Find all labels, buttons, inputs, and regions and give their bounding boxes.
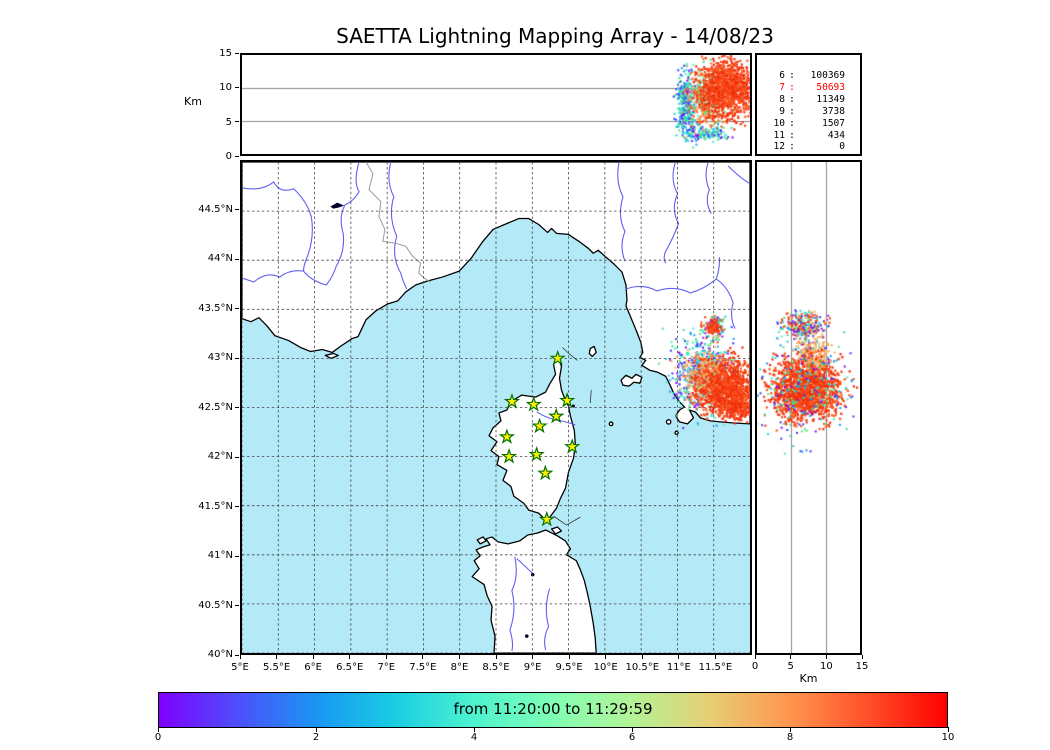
figure-title: SAETTA Lightning Mapping Array - 14/08/2… xyxy=(336,24,774,48)
lon-tick-mark xyxy=(568,655,570,659)
colorbar-tick-mark xyxy=(473,727,475,732)
colorbar-tick-label: 6 xyxy=(628,732,636,743)
map-panel xyxy=(240,160,752,655)
altitude-latitude-panel xyxy=(755,160,862,655)
lon-tick-label: 6°E xyxy=(304,662,322,673)
lon-tick-label: 9.5°E xyxy=(555,662,583,673)
alt-tick-mark xyxy=(235,52,239,54)
lat-tick-label: 41°N xyxy=(207,550,233,561)
lon-tick-label: 6.5°E xyxy=(336,662,364,673)
lat-tick-label: 42°N xyxy=(207,451,233,462)
colorbar-tick-mark xyxy=(947,727,949,732)
lon-tick-mark xyxy=(495,655,497,659)
alt-tick-label: 10 xyxy=(219,82,232,94)
source-count-row: 8:11349 xyxy=(779,93,845,105)
lat-tick-label: 42.5°N xyxy=(198,401,233,413)
right-km-tick-mark xyxy=(861,655,863,659)
right-km-tick-label: 15 xyxy=(855,661,869,672)
alt-tick-label: 0 xyxy=(225,151,232,162)
lon-tick-label: 5°E xyxy=(231,662,249,673)
time-colorbar: from 11:20:00 to 11:29:59 xyxy=(158,692,948,728)
source-count-row: 9:3738 xyxy=(779,105,845,117)
lon-tick-label: 9°E xyxy=(523,662,542,673)
alt-tick-mark xyxy=(235,86,239,88)
lat-tick-label: 43°N xyxy=(207,352,233,363)
right-km-tick-label: 0 xyxy=(751,661,759,672)
lon-tick-label: 10°E xyxy=(593,662,618,673)
alt-tick-label: 15 xyxy=(219,48,232,59)
colorbar-tick-label: 0 xyxy=(154,732,162,743)
alt-tick-mark xyxy=(235,155,239,157)
source-count-row: 7:50693 xyxy=(779,81,845,93)
source-count-row: 11:434 xyxy=(773,129,845,141)
lon-tick-mark xyxy=(422,655,424,659)
lat-tick-mark xyxy=(235,456,239,458)
lat-tick-mark xyxy=(235,506,239,507)
altitude-latitude-scatter xyxy=(757,162,860,653)
lon-tick-label: 5.5°E xyxy=(262,662,291,673)
right-km-tick-label: 5 xyxy=(787,661,794,672)
lat-tick-mark xyxy=(235,357,239,359)
colorbar-tick-mark xyxy=(631,727,633,732)
lat-tick-label: 40°N xyxy=(207,649,233,660)
right-km-tick-mark xyxy=(754,655,756,659)
lon-tick-label: 10.5°E xyxy=(625,662,660,673)
source-count-legend: 6:100369 7:50693 8:11349 9:3738 10:1507 11:43… xyxy=(755,53,862,156)
lat-tick-mark xyxy=(235,555,239,557)
colorbar-tick-label: 10 xyxy=(941,732,955,743)
lon-tick-mark xyxy=(276,655,278,659)
lon-tick-mark xyxy=(349,655,351,659)
lat-tick-mark xyxy=(235,407,239,408)
colorbar-tick-mark xyxy=(315,727,317,732)
source-count-rows: 6:100369 7:50693 8:11349 9:3738 10:1507 11:43… xyxy=(757,55,860,154)
colorbar-tick-label: 8 xyxy=(786,732,794,743)
lon-tick-label: 7°E xyxy=(377,662,396,673)
lon-tick-label: 8°E xyxy=(450,662,469,673)
map-lightning-scatter xyxy=(242,162,750,653)
lat-tick-mark xyxy=(235,605,239,606)
lon-tick-mark xyxy=(385,655,387,659)
time-window-label: from 11:20:00 to 11:29:59 xyxy=(453,700,653,718)
lat-tick-label: 44°N xyxy=(207,253,233,264)
altitude-longitude-panel xyxy=(240,53,752,156)
lat-tick-mark xyxy=(235,308,239,309)
lon-tick-mark xyxy=(641,655,643,659)
colorbar-tick-mark xyxy=(789,727,791,732)
right-km-tick-label: 10 xyxy=(819,661,833,672)
lat-tick-label: 40.5°N xyxy=(198,599,233,611)
source-count-row: 10:1507 xyxy=(773,117,845,129)
lat-tick-label: 44.5°N xyxy=(198,203,233,215)
lat-tick-mark xyxy=(235,258,239,260)
right-km-tick-mark xyxy=(825,655,827,659)
colorbar-tick-label: 4 xyxy=(470,732,478,743)
lon-tick-mark xyxy=(714,655,716,659)
altitude-longitude-scatter xyxy=(242,55,750,154)
source-count-row: 12:0 xyxy=(773,141,845,153)
colorbar-tick-mark xyxy=(157,727,159,732)
lat-tick-mark xyxy=(235,209,239,210)
lon-tick-label: 7.5°E xyxy=(409,662,437,673)
lat-tick-label: 41.5°N xyxy=(198,500,233,512)
alt-tick-label: 5 xyxy=(225,116,232,128)
lon-tick-label: 8.5°E xyxy=(482,662,510,673)
lon-tick-mark xyxy=(678,655,680,659)
lon-tick-label: 11°E xyxy=(666,662,691,673)
source-count-row: 6:100369 xyxy=(779,70,845,81)
lon-tick-label: 11.5°E xyxy=(698,662,733,673)
right-km-tick-mark xyxy=(790,655,792,659)
right-panel-km-axis-title: Km xyxy=(799,672,818,685)
lon-tick-mark xyxy=(239,655,241,659)
colorbar-tick-label: 2 xyxy=(312,732,320,743)
lon-tick-mark xyxy=(605,655,607,659)
altitude-axis-title: Km xyxy=(184,95,202,108)
lat-tick-mark xyxy=(235,654,239,656)
lon-tick-mark xyxy=(532,655,534,659)
lat-tick-label: 43.5°N xyxy=(198,302,233,314)
alt-tick-mark xyxy=(235,121,239,123)
lon-tick-mark xyxy=(312,655,314,659)
lon-tick-mark xyxy=(458,655,460,659)
